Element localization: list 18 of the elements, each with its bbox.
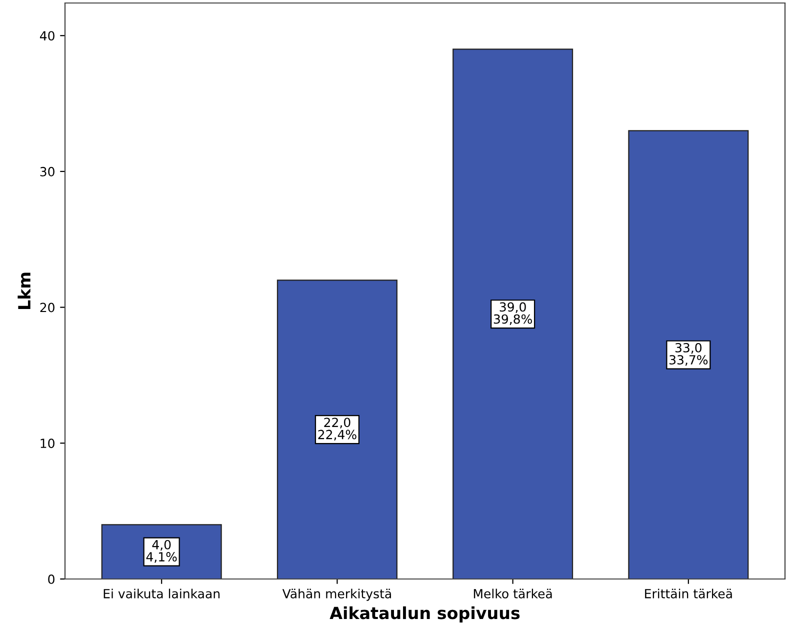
- x-tick-label: Melko tärkeä: [474, 588, 552, 598]
- bar: [276, 280, 398, 579]
- y-tick-label: 0: [48, 574, 54, 584]
- x-tick-label: Vähän merkitystä: [282, 588, 391, 601]
- y-tick-label: 20: [40, 302, 54, 312]
- x-tick-label: Erittäin tärkeä: [645, 588, 732, 598]
- y-axis-title: Lkm: [18, 272, 30, 310]
- x-axis-title: Aikataulun sopivuus: [330, 606, 520, 623]
- x-tick-label: Ei vaikuta lainkaan: [104, 588, 220, 598]
- y-tick-label: 40: [40, 31, 54, 41]
- data-label: 39,0 39,8%: [494, 302, 532, 326]
- data-label: 22,0 22,4%: [318, 418, 356, 441]
- data-label: 33,0 33,7%: [670, 342, 708, 366]
- bar: [452, 48, 574, 579]
- data-label: 4,0 4,1%: [146, 540, 177, 563]
- bar: [628, 130, 749, 579]
- y-tick-label: 10: [40, 438, 54, 448]
- y-tick-label: 30: [40, 166, 54, 176]
